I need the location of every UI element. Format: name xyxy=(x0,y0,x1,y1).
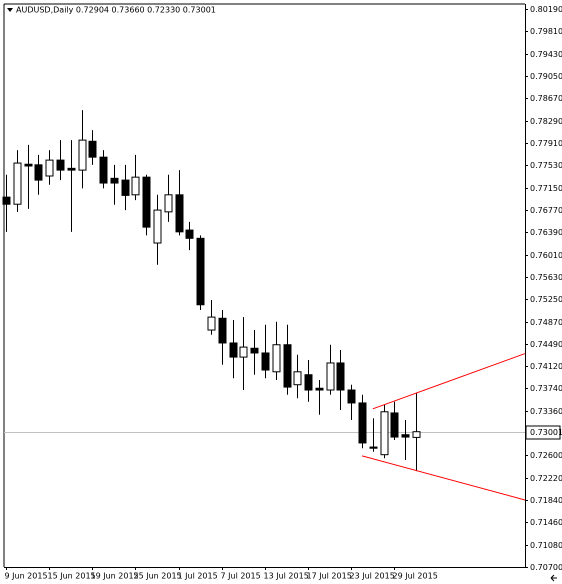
y-tick-label: 0.79050 xyxy=(530,72,562,81)
candle-body xyxy=(369,446,378,449)
y-tick-label: 0.72220 xyxy=(530,474,562,483)
chart-title: AUDUSD,Daily 0.72904 0.73660 0.72330 0.7… xyxy=(16,6,216,15)
candle-body xyxy=(142,176,151,228)
candle-body xyxy=(380,411,389,456)
trendline xyxy=(372,353,526,410)
y-tick-label: 0.77150 xyxy=(530,184,562,193)
candle-body xyxy=(175,194,184,233)
candle-body xyxy=(229,342,238,358)
candle-body xyxy=(358,402,367,444)
y-tick-label: 0.74490 xyxy=(530,340,562,349)
candle-body xyxy=(315,387,324,391)
x-tick-label: 29 Jul 2015 xyxy=(393,572,438,581)
candle-body xyxy=(207,316,216,331)
y-tick-label: 0.76010 xyxy=(530,251,562,260)
y-tick-label: 0.79810 xyxy=(530,27,562,36)
x-tick-label: 17 Jul 2015 xyxy=(307,572,352,581)
candle-body xyxy=(185,229,194,239)
y-tick-label: 0.71840 xyxy=(530,496,562,505)
y-tick-label: 0.71080 xyxy=(530,541,562,550)
candle-body xyxy=(88,140,97,158)
y-tick-label: 0.74870 xyxy=(530,318,562,327)
y-tick-label: 0.77910 xyxy=(530,139,562,148)
candle-body xyxy=(390,412,399,438)
y-tick-label: 0.78290 xyxy=(530,117,562,126)
candle-body xyxy=(196,237,205,306)
y-tick-label: 0.76770 xyxy=(530,206,562,215)
candle-body xyxy=(56,159,65,171)
y-tick-label: 0.73740 xyxy=(530,384,562,393)
candle-body xyxy=(250,347,259,354)
candle-body xyxy=(326,362,335,391)
y-tick-label: 0.70700 xyxy=(530,563,562,572)
y-tick-label: 0.75630 xyxy=(530,273,562,282)
y-tick-label: 0.76390 xyxy=(530,228,562,237)
candle-body xyxy=(110,177,119,184)
x-tick-label: 1 Jul 2015 xyxy=(178,572,218,581)
candle-body xyxy=(2,196,11,205)
x-tick-label: 19 Jun 2015 xyxy=(91,572,139,581)
candle-body xyxy=(99,156,108,184)
x-tick-label: 23 Jul 2015 xyxy=(350,572,395,581)
x-tick-label: 9 Jun 2015 xyxy=(5,572,48,581)
candle-body xyxy=(347,389,356,404)
y-tick-label: 0.74120 xyxy=(530,362,562,371)
candle-body xyxy=(67,167,76,171)
scroll-arrow[interactable] xyxy=(550,574,557,582)
x-tick-label: 13 Jul 2015 xyxy=(264,572,309,581)
x-tick-label: 15 Jun 2015 xyxy=(48,572,96,581)
y-tick-label: 0.75250 xyxy=(530,295,562,304)
candle-body xyxy=(293,371,302,386)
menu-arrow[interactable] xyxy=(7,8,13,12)
candle-body xyxy=(34,164,43,181)
candle-body xyxy=(261,352,270,371)
y-tick-label: 0.79430 xyxy=(530,50,562,59)
candle-body xyxy=(283,344,292,388)
x-tick-label: 25 Jun 2015 xyxy=(134,572,182,581)
trendline xyxy=(361,455,526,501)
candle-body xyxy=(218,317,227,344)
candle-body xyxy=(304,374,313,391)
y-tick-label: 0.73360 xyxy=(530,407,562,416)
candle-body xyxy=(401,434,410,438)
candle-body xyxy=(272,344,281,373)
price-label: 0.73001 xyxy=(530,428,562,437)
candle-body xyxy=(164,194,173,213)
y-tick-label: 0.78670 xyxy=(530,94,562,103)
price-label-box xyxy=(525,425,561,440)
candle-body xyxy=(24,163,33,167)
candle-body xyxy=(336,362,345,391)
candle-body xyxy=(131,176,140,196)
candle-body xyxy=(45,159,54,177)
candle-body xyxy=(121,179,130,196)
x-tick-label: 7 Jul 2015 xyxy=(221,572,261,581)
candle-body xyxy=(412,431,421,438)
y-tick-label: 0.80190 xyxy=(530,5,562,14)
candle-body xyxy=(153,209,162,244)
candle-body xyxy=(13,162,22,205)
candle-body xyxy=(78,139,87,171)
y-tick-label: 0.77530 xyxy=(530,161,562,170)
y-tick-label: 0.72600 xyxy=(530,451,562,460)
y-tick-label: 0.71460 xyxy=(530,518,562,527)
candle-body xyxy=(239,346,248,358)
